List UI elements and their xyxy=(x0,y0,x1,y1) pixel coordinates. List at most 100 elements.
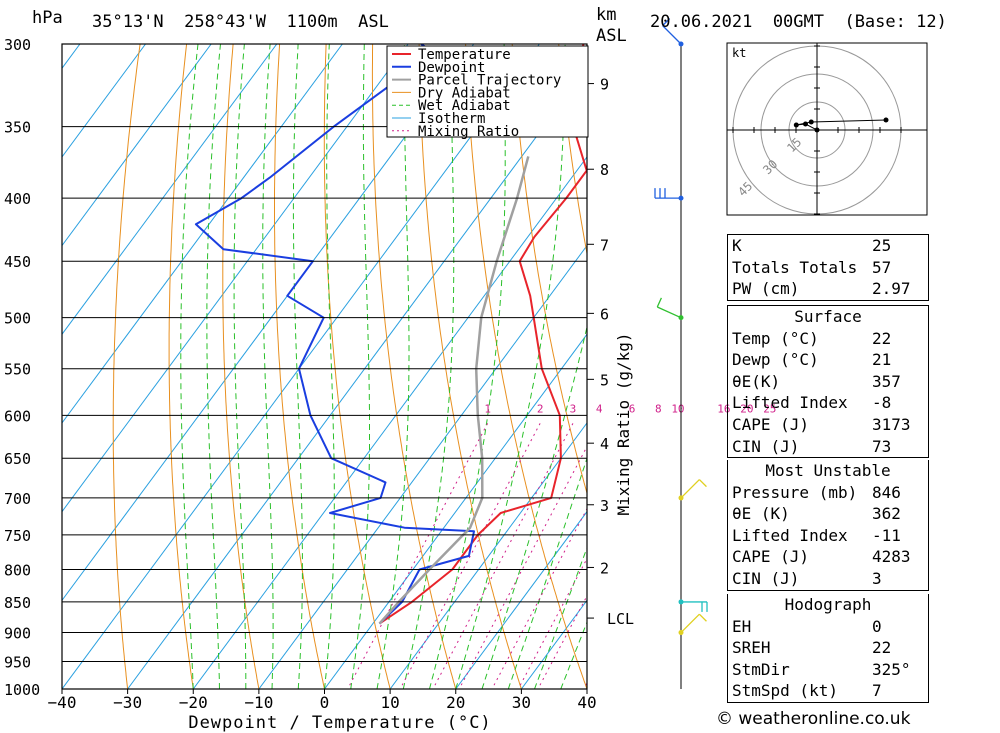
isotherm-line xyxy=(62,44,343,424)
isotherm-line xyxy=(258,244,587,689)
section-title-most-unstable: Most Unstable xyxy=(765,461,891,480)
wet-adiabat-line xyxy=(324,44,335,689)
dry-adiabat-line xyxy=(222,44,260,689)
dry-adiabat-line xyxy=(977,44,1000,689)
index-value: 357 xyxy=(872,371,901,391)
mixing-ratio-line xyxy=(491,507,587,689)
index-value: 57 xyxy=(872,257,892,277)
legend-entry: Mixing Ratio xyxy=(418,124,519,140)
index-value: 362 xyxy=(872,504,901,524)
index-label: StmDir xyxy=(732,659,790,679)
mixing-ratio-axis-label: Mixing Ratio (g/kg) xyxy=(614,332,633,515)
index-value: 22 xyxy=(872,328,892,348)
index-value: 3 xyxy=(872,568,882,588)
series-dewpoint xyxy=(194,44,475,625)
index-label: Totals Totals xyxy=(732,257,858,277)
index-label: CIN (J) xyxy=(732,568,800,588)
wind-barb-shaft xyxy=(657,306,682,319)
mixing-ratio-line xyxy=(458,445,587,689)
wind-barb-shaft xyxy=(662,25,682,45)
x-tick-label: −30 xyxy=(113,693,142,712)
km-label: km xyxy=(596,5,617,25)
asl-label: ASL xyxy=(596,26,627,46)
index-label: θE(K) xyxy=(732,371,781,391)
legend-entry: Dewpoint xyxy=(418,60,485,76)
wind-barb-shaft xyxy=(680,479,700,499)
x-tick-label: 40 xyxy=(577,693,596,712)
mixing-ratio-label: 3 xyxy=(570,402,577,415)
isotherm-line xyxy=(389,422,587,689)
wet-adiabat-line xyxy=(376,44,410,689)
index-label: EH xyxy=(732,616,752,636)
index-label: SREH xyxy=(732,638,771,658)
index-label: CIN (J) xyxy=(732,436,800,456)
isotherm-line xyxy=(62,44,212,247)
index-value: 2.97 xyxy=(872,279,911,299)
km-tick-label: 2 xyxy=(600,559,609,577)
x-tick-label: 10 xyxy=(380,693,399,712)
index-label: Pressure (mb) xyxy=(732,482,858,502)
isotherm-line xyxy=(62,44,409,513)
mixing-ratio-label: 25 xyxy=(763,402,776,415)
pressure-tick-label: 750 xyxy=(4,527,31,545)
legend-box xyxy=(386,45,589,138)
location-title: 35°13'N 258°43'W 1100m ASL xyxy=(92,12,389,32)
wind-barb-flag xyxy=(662,18,671,27)
wind-barb-flag xyxy=(656,297,662,308)
indices-table-most-unstable: Most Unstable Pressure (mb) 846 θE (K) 362… xyxy=(727,460,929,591)
index-value: -8 xyxy=(872,393,892,413)
x-tick-label: 20 xyxy=(446,693,465,712)
mixing-ratio-line xyxy=(432,423,574,689)
hodograph-point xyxy=(793,122,799,128)
indices-table-basic: K 25 Totals Totals 57 PW (cm) 2.97 xyxy=(727,234,929,301)
isotherm-line xyxy=(62,44,146,158)
mixing-ratio-label: 4 xyxy=(596,402,603,415)
isotherm-line xyxy=(324,333,587,689)
wind-barb-shaft xyxy=(680,613,700,634)
pressure-tick-label: 500 xyxy=(4,310,31,328)
index-value: 3173 xyxy=(872,414,911,434)
index-value: 4283 xyxy=(872,547,911,567)
legend-entry: Dry Adiabat xyxy=(418,85,511,101)
pressure-tick-label: 700 xyxy=(4,490,31,508)
x-tick-label: −20 xyxy=(179,693,208,712)
km-tick-label: 8 xyxy=(600,161,609,179)
x-tick-label: 0 xyxy=(320,693,330,712)
pressure-tick-label: 900 xyxy=(4,625,31,643)
isotherm-line xyxy=(192,156,587,689)
hodograph-box xyxy=(726,42,928,216)
index-value: 846 xyxy=(872,482,901,502)
wind-barb-flag xyxy=(698,613,707,622)
isotherm-line xyxy=(62,44,278,336)
index-label: StmSpd (kt) xyxy=(732,681,838,701)
dry-adiabat-line xyxy=(558,44,587,257)
wet-adiabat-line xyxy=(507,456,587,689)
dry-adiabat-line xyxy=(323,44,391,689)
index-label: Dewp (°C) xyxy=(732,350,819,370)
wet-adiabat-line xyxy=(206,44,221,689)
index-label: CAPE (J) xyxy=(732,414,810,434)
mixing-ratio-line xyxy=(583,682,587,689)
index-label: Lifted Index xyxy=(732,393,848,413)
mixing-ratio-label: 10 xyxy=(671,402,684,415)
index-label: CAPE (J) xyxy=(732,547,810,567)
indices-table-hodograph: Hodograph EH 0 SREH 22 StmDir 325° StmSpd (… xyxy=(727,594,929,703)
section-title-surface: Surface xyxy=(794,307,862,326)
index-label: PW (cm) xyxy=(732,279,800,299)
index-label: K xyxy=(732,236,742,255)
index-value: 73 xyxy=(872,436,892,456)
index-row-totals: Totals Totals 57 xyxy=(728,257,928,279)
x-tick-label: 30 xyxy=(512,693,531,712)
km-tick-label: 5 xyxy=(600,371,609,389)
dry-adiabat-line xyxy=(931,44,1000,689)
copyright-footer[interactable]: © weatheronline.co.uk xyxy=(716,709,911,729)
pressure-tick-label: 300 xyxy=(4,36,31,54)
km-tick-label: 9 xyxy=(600,76,609,94)
index-value: 7 xyxy=(872,681,882,701)
x-axis-label: Dewpoint / Temperature (°C) xyxy=(188,713,491,733)
x-tick-label: −40 xyxy=(48,693,77,712)
x-tick-label: −10 xyxy=(244,693,273,712)
series-parcel-trajectory xyxy=(378,156,530,625)
